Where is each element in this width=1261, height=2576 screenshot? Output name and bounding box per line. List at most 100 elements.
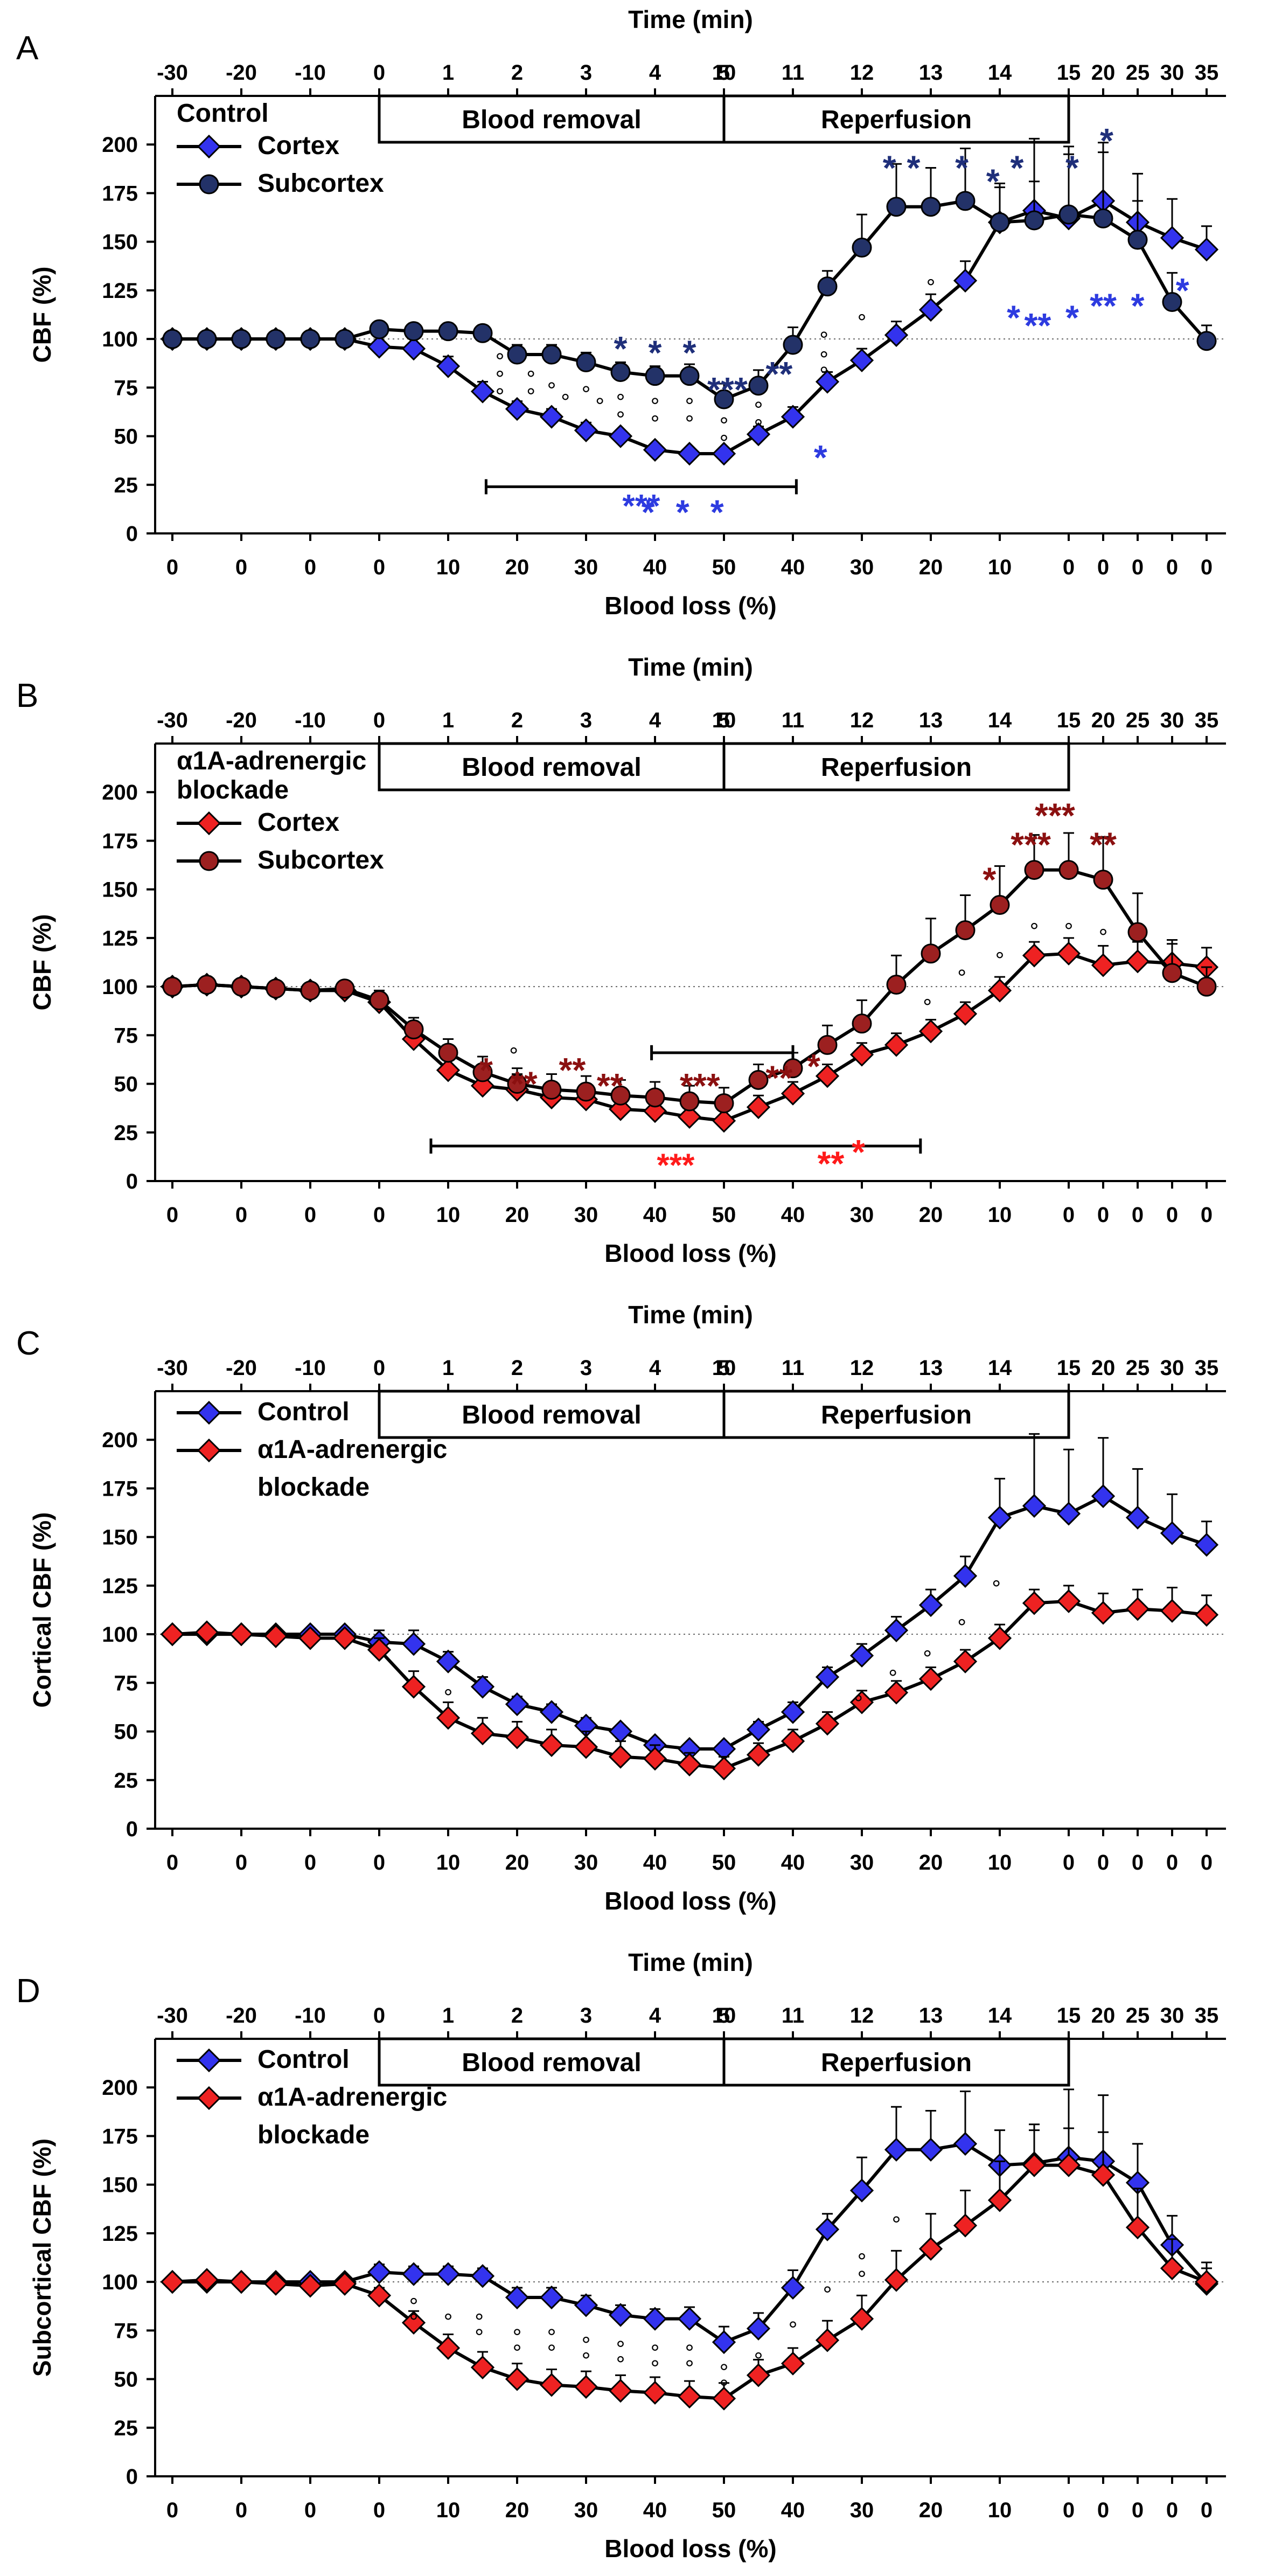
data-point	[712, 1756, 736, 1781]
data-point	[815, 2217, 840, 2241]
data-point	[849, 2178, 874, 2203]
y-tick-label: 0	[126, 2465, 138, 2489]
top-tick-label: -10	[295, 709, 326, 732]
data-point	[436, 1706, 461, 1730]
top-tick-label: 13	[919, 61, 943, 85]
blood-loss-tick-label: 0	[1132, 1203, 1144, 1227]
data-point	[815, 1665, 840, 1689]
blood-loss-tick-label: 0	[1166, 1203, 1178, 1227]
reperfusion-label: Reperfusion	[821, 2049, 972, 2077]
degree-mark: °	[720, 2375, 729, 2400]
degree-mark: °	[475, 2324, 484, 2350]
data-point	[332, 2272, 357, 2296]
degree-mark: °	[685, 393, 694, 418]
significance-stars: *	[1131, 287, 1145, 325]
blood-loss-tick-label: 30	[574, 1851, 598, 1874]
blood-loss-tick-label: 20	[919, 556, 943, 579]
data-point	[1058, 204, 1079, 225]
degree-mark: °	[547, 378, 556, 403]
degree-mark: °	[444, 2309, 453, 2334]
top-tick-label: 14	[988, 709, 1012, 732]
y-tick-label: 25	[114, 2417, 138, 2440]
top-tick-label: 10	[712, 1356, 736, 1380]
legend-label: α1A-adrenergic	[257, 2083, 447, 2112]
data-point	[197, 975, 217, 995]
data-point	[574, 2374, 598, 2399]
blood-loss-tick-label: 50	[712, 1203, 736, 1227]
blood-loss-tick-label: 0	[1063, 556, 1075, 579]
data-point	[746, 2316, 771, 2341]
data-point	[438, 321, 458, 342]
data-point	[1127, 922, 1148, 942]
degree-mark: °	[858, 309, 867, 335]
data-point	[505, 1725, 530, 1749]
significance-stars: **	[559, 1051, 586, 1089]
data-point	[472, 323, 493, 343]
top-tick-label: 0	[373, 1356, 385, 1380]
blood-loss-tick-label: 30	[850, 1851, 874, 1874]
data-point	[367, 1637, 392, 1662]
top-tick-label: -30	[157, 709, 188, 732]
degree-mark: °	[720, 2359, 729, 2385]
top-tick-label: 25	[1126, 709, 1150, 732]
series-1	[162, 832, 1217, 1114]
data-point	[918, 2137, 943, 2162]
data-point	[645, 366, 665, 386]
degree-mark: °	[582, 2348, 591, 2373]
significance-stars: *	[710, 492, 724, 531]
degree-mark: °	[1099, 924, 1108, 949]
top-tick-label: 12	[850, 2004, 874, 2028]
data-point	[298, 1626, 323, 1650]
data-point	[1091, 1601, 1116, 1625]
blood-loss-tick-label: 20	[919, 1851, 943, 1874]
blood-loss-tick-label: 0	[373, 1851, 385, 1874]
top-tick-label: 0	[373, 61, 385, 85]
top-tick-label: 25	[1126, 2004, 1150, 2028]
data-point	[643, 1746, 667, 1771]
top-tick-label: 1	[442, 61, 454, 85]
top-tick-label: 2	[511, 709, 523, 732]
data-point	[229, 1622, 254, 1647]
top-tick-label: 35	[1195, 1356, 1219, 1380]
blood-loss-tick-label: 50	[712, 556, 736, 579]
data-point	[815, 370, 840, 394]
data-point	[746, 1717, 771, 1742]
data-point	[1194, 2269, 1219, 2294]
top-axis-title: Time (min)	[628, 653, 753, 681]
degree-mark: °	[926, 274, 936, 300]
data-point	[955, 920, 976, 940]
data-point	[266, 978, 286, 999]
blood-loss-tick-label: 0	[166, 556, 178, 579]
panel-letter: C	[16, 1325, 40, 1362]
top-tick-label: -10	[295, 2004, 326, 2028]
y-tick-label: 150	[102, 231, 138, 254]
x-axis-label: Blood loss (%)	[604, 2535, 776, 2563]
blood-loss-tick-label: 20	[505, 556, 530, 579]
top-tick-label: 25	[1126, 61, 1150, 85]
blood-loss-tick-label: 30	[850, 556, 874, 579]
top-tick-label: 5	[718, 2004, 730, 2028]
data-point	[748, 1070, 769, 1090]
data-point	[1024, 210, 1044, 231]
blood-loss-tick-label: 0	[1063, 1851, 1075, 1874]
blood-loss-tick-label: 40	[643, 556, 667, 579]
data-point	[987, 1626, 1012, 1650]
data-point	[162, 329, 183, 349]
blood-loss-tick-label: 0	[235, 2498, 247, 2522]
data-point	[781, 1081, 805, 1106]
degree-mark: °	[819, 327, 828, 352]
data-point	[746, 422, 771, 447]
top-tick-label: 11	[782, 1356, 804, 1380]
legend-label: blockade	[257, 2121, 370, 2149]
y-tick-label: 100	[102, 328, 138, 351]
data-point	[608, 2303, 633, 2327]
data-point	[539, 1733, 564, 1757]
significance-stars: ***	[1035, 796, 1075, 835]
data-point	[335, 978, 355, 999]
degree-mark: °	[561, 389, 570, 414]
data-point	[401, 2262, 426, 2286]
blood-loss-tick-label: 0	[166, 2498, 178, 2522]
blood-loss-tick-label: 40	[643, 1851, 667, 1874]
data-point	[849, 1690, 874, 1714]
